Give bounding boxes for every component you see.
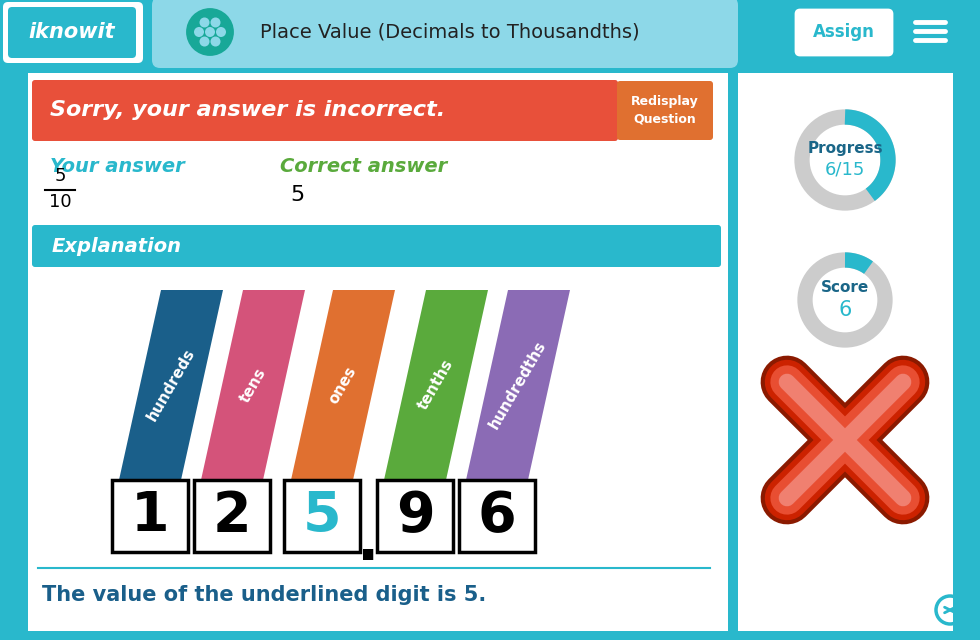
FancyBboxPatch shape (377, 480, 453, 552)
Text: Progress: Progress (808, 141, 883, 156)
Text: 6/15: 6/15 (825, 161, 865, 179)
Polygon shape (466, 290, 570, 480)
Text: 5: 5 (303, 489, 341, 543)
FancyBboxPatch shape (32, 225, 721, 267)
Text: 5: 5 (290, 185, 304, 205)
Text: Sorry, your answer is incorrect.: Sorry, your answer is incorrect. (50, 100, 445, 120)
FancyBboxPatch shape (152, 0, 738, 68)
Text: 9: 9 (396, 489, 434, 543)
Circle shape (211, 17, 220, 28)
Text: hundreds: hundreds (144, 346, 198, 424)
Text: ones: ones (326, 364, 360, 406)
Text: hundredths: hundredths (487, 339, 550, 432)
FancyBboxPatch shape (8, 7, 136, 58)
Circle shape (216, 27, 226, 37)
FancyBboxPatch shape (738, 73, 953, 631)
Text: Your answer: Your answer (50, 157, 185, 176)
FancyBboxPatch shape (284, 480, 360, 552)
Circle shape (200, 36, 210, 47)
Text: Explanation: Explanation (52, 237, 182, 255)
Text: 5: 5 (54, 167, 66, 185)
FancyBboxPatch shape (459, 480, 535, 552)
FancyBboxPatch shape (112, 480, 188, 552)
FancyBboxPatch shape (3, 2, 143, 63)
Text: Assign: Assign (813, 23, 875, 41)
FancyBboxPatch shape (28, 73, 728, 631)
Polygon shape (119, 290, 223, 480)
Text: 6: 6 (838, 300, 852, 320)
Text: 10: 10 (49, 193, 72, 211)
Text: tens: tens (237, 365, 269, 405)
FancyBboxPatch shape (194, 480, 270, 552)
FancyBboxPatch shape (32, 80, 618, 141)
FancyBboxPatch shape (796, 10, 892, 55)
Polygon shape (291, 290, 395, 480)
Text: 1: 1 (130, 489, 170, 543)
Text: Redisplay
Question: Redisplay Question (631, 95, 699, 125)
Circle shape (184, 6, 236, 58)
Text: The value of the underlined digit is 5.: The value of the underlined digit is 5. (42, 585, 486, 605)
FancyBboxPatch shape (958, 73, 980, 631)
Circle shape (200, 17, 210, 28)
FancyBboxPatch shape (617, 81, 713, 140)
Polygon shape (384, 290, 488, 480)
FancyBboxPatch shape (0, 0, 980, 65)
Text: Score: Score (821, 280, 869, 296)
Circle shape (211, 36, 220, 47)
Text: 6: 6 (477, 489, 516, 543)
Text: 2: 2 (213, 489, 251, 543)
Text: Correct answer: Correct answer (280, 157, 447, 176)
Circle shape (205, 27, 215, 37)
Text: Place Value (Decimals to Thousandths): Place Value (Decimals to Thousandths) (260, 22, 640, 42)
Polygon shape (201, 290, 305, 480)
Text: .: . (358, 515, 379, 573)
Text: iknowit: iknowit (28, 22, 116, 42)
Circle shape (194, 27, 204, 37)
Text: tenths: tenths (416, 357, 457, 413)
